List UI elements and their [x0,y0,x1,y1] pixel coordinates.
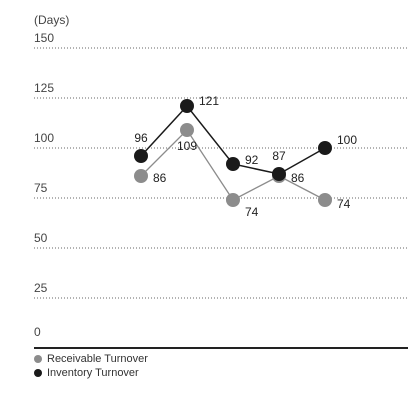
data-label-inventory-13: 100 [337,133,357,147]
data-label-receivable-13: 74 [337,197,351,211]
point-receivable-13 [318,193,332,207]
legend-swatch-inventory [34,369,42,377]
point-inventory-12 [272,167,286,181]
y-tick-label-0: 0 [34,325,41,339]
y-tick-label-25: 25 [34,281,48,295]
point-inventory-13 [318,141,332,155]
point-receivable-09 [134,169,148,183]
chart-area: (Days) 0 25 50 75 100 125 150 86 109 74 86 74 96 121… [34,13,408,349]
point-inventory-11 [226,157,240,171]
legend-label-receivable: Receivable Turnover [47,353,148,365]
y-tick-label-75: 75 [34,181,48,195]
data-label-inventory-11: 92 [245,153,259,167]
legend-item-inventory: Inventory Turnover [34,366,148,380]
data-label-inventory-09: 96 [134,131,148,145]
data-label-receivable-09: 86 [153,171,167,185]
series-points: 86 109 74 86 74 96 121 92 87 100 [134,94,357,219]
point-inventory-10 [180,99,194,113]
data-label-inventory-10: 121 [199,94,219,108]
point-receivable-11 [226,193,240,207]
point-receivable-10 [180,123,194,137]
y-axis-unit-label: (Days) [34,13,69,27]
legend-label-inventory: Inventory Turnover [47,367,139,379]
y-tick-label-150: 150 [34,31,54,45]
legend-item-receivable: Receivable Turnover [34,352,148,366]
data-label-receivable-11: 74 [245,205,259,219]
data-label-receivable-10: 109 [177,139,197,153]
data-label-receivable-12: 86 [291,171,305,185]
point-inventory-09 [134,149,148,163]
data-label-inventory-12: 87 [272,149,286,163]
y-tick-label-125: 125 [34,81,54,95]
legend-swatch-receivable [34,355,42,363]
y-tick-label-50: 50 [34,231,48,245]
y-tick-label-100: 100 [34,131,54,145]
series-lines [140,104,326,201]
grid-layer: 0 25 50 75 100 125 150 [34,31,408,349]
legend: Receivable Turnover Inventory Turnover [34,352,148,380]
